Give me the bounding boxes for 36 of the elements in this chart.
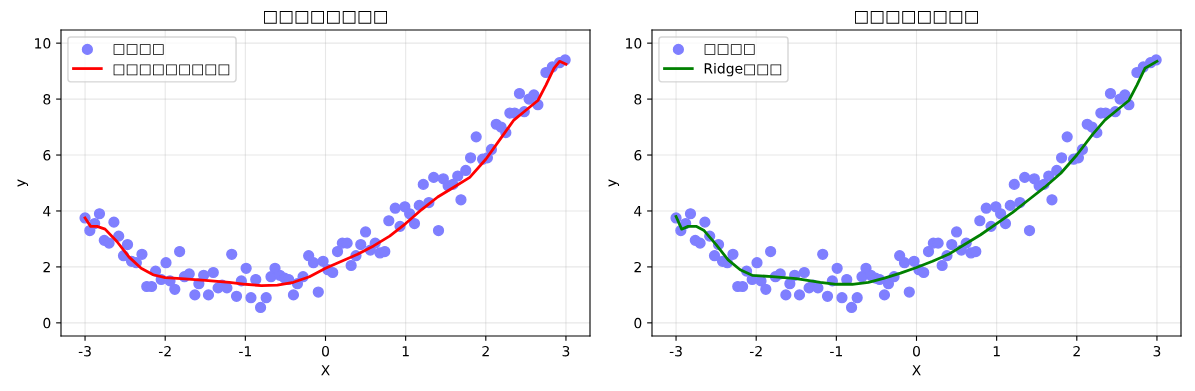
x-axis-title: X — [912, 365, 921, 376]
legend-label: □□□□ — [113, 44, 164, 55]
y-axis-title: y — [608, 179, 620, 187]
legend-label: □□□□□□□□□ — [113, 64, 230, 76]
y-tick-label: 10 — [626, 38, 642, 49]
x-tick-label: 0 — [322, 345, 329, 357]
y-tick-label: 4 — [43, 206, 51, 217]
y-tick-label: 8 — [634, 94, 642, 105]
x-tick-label: 1 — [993, 346, 1000, 357]
x-axis-title: X — [321, 365, 330, 376]
x-tick-label: -3 — [669, 345, 682, 357]
x-tick-label: -2 — [749, 345, 762, 357]
y-tick-label: 6 — [43, 150, 51, 161]
y-tick-label: 0 — [634, 317, 642, 329]
x-tick-label: -3 — [78, 345, 91, 357]
y-tick-label: 4 — [634, 206, 642, 217]
x-tick-label: -1 — [830, 346, 842, 357]
legend-label: Ridge□□□ — [704, 62, 782, 77]
x-tick-label: 1 — [402, 346, 409, 357]
y-tick-label: 2 — [634, 261, 641, 273]
y-tick-label: 2 — [43, 261, 50, 273]
legend-label: □□□□ — [704, 44, 755, 55]
x-tick-label: 0 — [913, 345, 920, 357]
x-tick-label: 3 — [562, 345, 570, 357]
y-axis-title: y — [17, 179, 29, 187]
y-tick-label: 0 — [43, 317, 51, 329]
x-tick-label: 2 — [482, 345, 489, 357]
x-tick-label: -2 — [158, 345, 171, 357]
y-tick-label: 8 — [43, 94, 51, 105]
chart-title: □□□□□□□□ — [855, 10, 978, 24]
y-tick-label: 10 — [35, 38, 51, 49]
chart-title: □□□□□□□□ — [264, 10, 387, 24]
x-tick-label: 2 — [1073, 345, 1080, 357]
y-tick-label: 6 — [634, 150, 642, 161]
x-tick-label: 3 — [1153, 345, 1161, 357]
x-tick-label: -1 — [239, 346, 251, 357]
